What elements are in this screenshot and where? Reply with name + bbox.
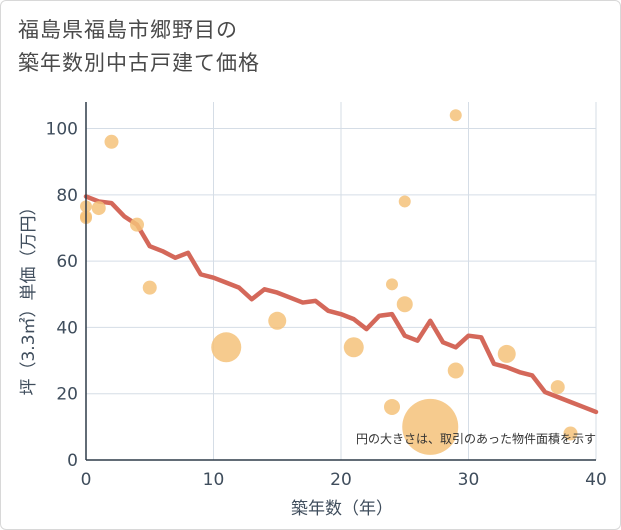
chart-title-line-2: 築年数別中古戸建て価格 bbox=[18, 51, 260, 75]
y-tick-label: 0 bbox=[67, 451, 78, 471]
y-axis-title: 坪（3.3㎡）単価（万円） bbox=[19, 198, 39, 395]
x-tick-label: 20 bbox=[330, 470, 352, 490]
scatter-point bbox=[142, 280, 157, 295]
scatter-point bbox=[402, 398, 459, 455]
scatter-point bbox=[211, 332, 242, 363]
scatter-point bbox=[130, 217, 144, 232]
scatter-point bbox=[396, 296, 413, 313]
scatter-point bbox=[398, 195, 411, 208]
y-tick-label: 40 bbox=[56, 318, 78, 338]
scatter-point bbox=[447, 362, 464, 379]
scatter-point bbox=[268, 311, 287, 330]
chart-title: 福島県福島市郷野目の 築年数別中古戸建て価格 bbox=[18, 14, 260, 80]
scatter-point bbox=[384, 398, 400, 415]
scatter-point bbox=[497, 344, 516, 363]
y-tick-label: 60 bbox=[56, 252, 78, 272]
x-tick-label: 30 bbox=[458, 470, 480, 490]
trend-line bbox=[83, 194, 599, 415]
scatter-point bbox=[91, 201, 106, 216]
scatter-point bbox=[563, 426, 578, 441]
x-tick-label: 10 bbox=[203, 470, 225, 490]
y-tick-label: 20 bbox=[56, 385, 78, 405]
x-axis-title: 築年数（年） bbox=[291, 499, 393, 519]
scatter-point bbox=[550, 380, 565, 395]
scatter-point bbox=[104, 134, 119, 149]
scatter-layer bbox=[80, 109, 578, 455]
tick-labels: 0 10 20 30 40 0 20 40 60 80 100 bbox=[46, 120, 607, 490]
x-tick-label: 40 bbox=[585, 470, 607, 490]
y-tick-label: 100 bbox=[46, 120, 78, 140]
scatter-point bbox=[343, 337, 364, 358]
scatter-point bbox=[386, 278, 398, 291]
y-tick-label: 80 bbox=[56, 186, 78, 206]
chart-title-line-1: 福島県福島市郷野目の bbox=[18, 18, 238, 42]
grid bbox=[86, 102, 597, 460]
size-annotation: 円の大きさは、取引のあった物件面積を示す bbox=[356, 431, 596, 446]
axes bbox=[85, 102, 596, 461]
scatter-point bbox=[449, 109, 462, 122]
x-tick-label: 0 bbox=[81, 470, 92, 490]
trend-layer bbox=[83, 194, 599, 415]
